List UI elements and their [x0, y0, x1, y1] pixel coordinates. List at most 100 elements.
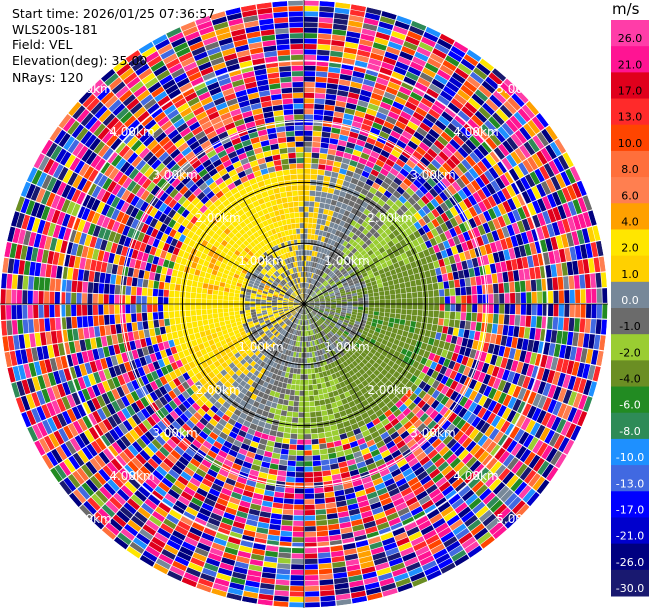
- velocity-gate-cell: [322, 289, 327, 294]
- velocity-gate-cell: [445, 173, 455, 184]
- velocity-gate-cell: [325, 262, 331, 268]
- velocity-gate-cell: [314, 304, 320, 306]
- velocity-gate-cell: [307, 296, 311, 300]
- velocity-gate-cell: [333, 288, 339, 293]
- velocity-gate-cell: [353, 323, 360, 328]
- velocity-gate-cell: [464, 387, 473, 399]
- velocity-gate-cell: [331, 473, 342, 481]
- velocity-gate-cell: [333, 326, 339, 331]
- velocity-gate-cell: [425, 191, 434, 201]
- velocity-gate-cell: [511, 337, 518, 349]
- velocity-gate-cell: [403, 177, 413, 187]
- velocity-gate-cell: [352, 257, 359, 263]
- velocity-gate-cell: [404, 281, 411, 288]
- velocity-gate-cell: [481, 234, 490, 245]
- velocity-gate-cell: [304, 87, 315, 93]
- velocity-gate-cell: [555, 173, 566, 189]
- velocity-gate-cell: [266, 305, 272, 308]
- velocity-gate-cell: [326, 83, 338, 90]
- velocity-gate-cell: [429, 468, 441, 479]
- velocity-gate-cell: [428, 297, 434, 304]
- velocity-gate-cell: [304, 515, 316, 521]
- velocity-gate-cell: [72, 328, 79, 341]
- velocity-gate-cell: [500, 489, 514, 503]
- velocity-gate-cell: [426, 396, 436, 406]
- velocity-gate-cell: [477, 224, 486, 236]
- velocity-gate-cell: [514, 130, 527, 144]
- velocity-gate-cell: [389, 404, 399, 413]
- velocity-gate-cell: [352, 298, 358, 302]
- velocity-gate-cell: [307, 296, 312, 301]
- velocity-gate-cell: [536, 183, 547, 198]
- velocity-gate-cell: [319, 148, 328, 154]
- velocity-gate-cell: [552, 371, 561, 386]
- velocity-gate-cell: [329, 292, 335, 296]
- velocity-gate-cell: [304, 125, 313, 131]
- velocity-gate-cell: [502, 325, 509, 336]
- velocity-gate-cell: [398, 86, 412, 96]
- velocity-gate-cell: [405, 263, 412, 271]
- velocity-gate-cell: [310, 291, 315, 296]
- velocity-gate-cell: [481, 362, 490, 374]
- velocity-gate-cell: [358, 300, 364, 304]
- velocity-gate-cell: [351, 353, 358, 360]
- velocity-gate-cell: [332, 407, 340, 414]
- velocity-gate-cell: [331, 127, 341, 134]
- velocity-gate-cell: [435, 205, 445, 215]
- velocity-gate-cell: [506, 184, 516, 198]
- velocity-gate-cell: [453, 253, 461, 263]
- velocity-gate-cell: [327, 263, 333, 269]
- velocity-gate-cell: [334, 489, 345, 497]
- velocity-gate-cell: [519, 245, 527, 257]
- velocity-gate-cell: [273, 497, 284, 504]
- velocity-gate-cell: [518, 326, 525, 338]
- velocity-gate-cell: [329, 396, 336, 403]
- velocity-gate-cell: [550, 176, 561, 191]
- velocity-gate-cell: [358, 325, 365, 331]
- velocity-gate-cell: [283, 399, 289, 406]
- velocity-gate-cell: [512, 385, 522, 398]
- velocity-gate-cell: [327, 288, 333, 292]
- velocity-gate-cell: [340, 129, 350, 136]
- velocity-gate-cell: [324, 426, 331, 433]
- velocity-gate-cell: [505, 358, 514, 371]
- velocity-gate-cell: [358, 304, 364, 307]
- velocity-gate-cell: [517, 207, 527, 220]
- velocity-gate-cell: [296, 450, 304, 456]
- velocity-gate-cell: [312, 294, 318, 299]
- velocity-gate-cell: [420, 342, 428, 351]
- velocity-gate-cell: [381, 61, 395, 71]
- velocity-gate-cell: [277, 470, 287, 477]
- velocity-gate-cell: [417, 297, 423, 304]
- velocity-gate-cell: [466, 76, 481, 89]
- velocity-gate-cell: [423, 92, 436, 104]
- velocity-gate-cell: [332, 116, 343, 124]
- velocity-gate-cell: [394, 283, 400, 290]
- velocity-gate-cell: [461, 106, 474, 118]
- velocity-gate-cell: [548, 304, 554, 317]
- velocity-gate-cell: [304, 103, 314, 109]
- velocity-gate-cell: [365, 362, 373, 369]
- velocity-gate-cell: [320, 317, 325, 322]
- velocity-gate-cell: [329, 280, 335, 285]
- velocity-gate-cell: [418, 380, 427, 390]
- velocity-gate-cell: [437, 135, 449, 147]
- velocity-gate-cell: [513, 270, 520, 282]
- velocity-gate-cell: [140, 338, 147, 348]
- velocity-gate-cell: [343, 319, 350, 324]
- velocity-gate-cell: [377, 172, 386, 181]
- velocity-gate-cell: [304, 385, 309, 391]
- velocity-gate-cell: [305, 272, 308, 277]
- velocity-gate-cell: [310, 291, 314, 296]
- velocity-gate-cell: [443, 358, 451, 368]
- velocity-gate-cell: [311, 158, 319, 164]
- velocity-gate-cell: [346, 277, 352, 282]
- velocity-gate-cell: [158, 319, 165, 327]
- velocity-gate-cell: [396, 186, 405, 195]
- velocity-gate-cell: [460, 422, 471, 433]
- velocity-gate-cell: [338, 461, 348, 468]
- velocity-gate-cell: [341, 301, 347, 304]
- velocity-gate-cell: [339, 356, 346, 363]
- velocity-gate-cell: [292, 417, 298, 423]
- velocity-gate-cell: [386, 259, 393, 267]
